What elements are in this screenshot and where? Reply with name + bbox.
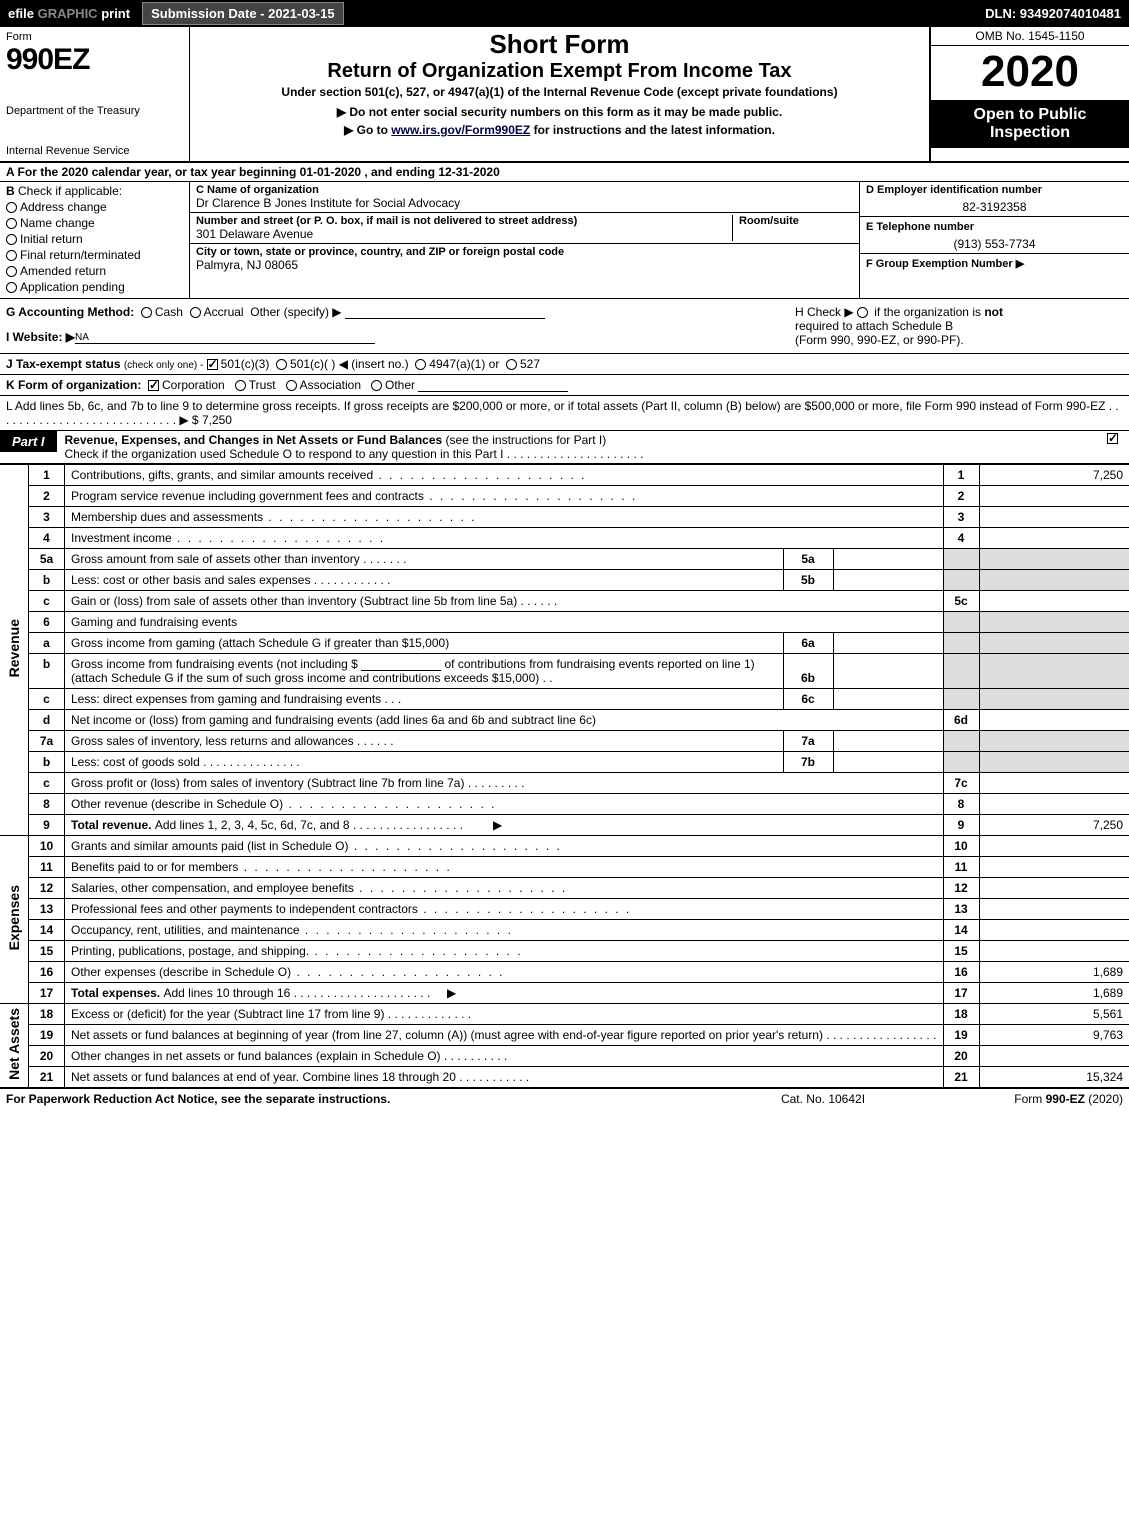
accrual-radio[interactable]: [190, 307, 201, 318]
row-a-tax-year: A For the 2020 calendar year, or tax yea…: [0, 163, 1129, 182]
opt-final-return[interactable]: Final return/terminated: [6, 248, 183, 262]
line-desc: Contributions, gifts, grants, and simila…: [65, 465, 944, 486]
org-name: Dr Clarence B Jones Institute for Social…: [196, 196, 853, 210]
total-expenses: 1,689: [979, 983, 1129, 1004]
part-1-header: Part I Revenue, Expenses, and Changes in…: [0, 431, 1129, 464]
assoc-radio[interactable]: [286, 380, 297, 391]
form-word: Form: [6, 31, 183, 43]
row-k: K Form of organization: Corporation Trus…: [0, 375, 1129, 396]
goto-link-row: ▶ Go to www.irs.gov/Form990EZ for instru…: [200, 123, 919, 137]
group-exemption-label: F Group Exemption Number ▶: [866, 258, 1024, 270]
title-return: Return of Organization Exempt From Incom…: [200, 60, 919, 83]
dept-treasury: Department of the Treasury: [6, 105, 183, 117]
line-16-amt: 1,689: [979, 962, 1129, 983]
opt-initial-return[interactable]: Initial return: [6, 232, 183, 246]
page-footer: For Paperwork Reduction Act Notice, see …: [0, 1088, 1129, 1109]
city: Palmyra, NJ 08065: [196, 258, 853, 272]
org-name-label: C Name of organization: [196, 184, 853, 196]
4947-radio[interactable]: [415, 359, 426, 370]
net-assets-side-label: Net Assets: [0, 1004, 29, 1088]
block-g-h-i: G Accounting Method: Cash Accrual Other …: [0, 299, 1129, 354]
schedule-o-checkbox[interactable]: [1107, 433, 1118, 444]
expenses-side-label: Expenses: [0, 836, 29, 1004]
line-21-amt: 15,324: [979, 1067, 1129, 1088]
tax-year: 2020: [931, 46, 1129, 100]
room-label: Room/suite: [739, 215, 853, 227]
part-1-tab: Part I: [0, 431, 57, 452]
tel-label: E Telephone number: [866, 221, 974, 233]
col-d-e-f: D Employer identification number 82-3192…: [859, 182, 1129, 298]
title-short-form: Short Form: [200, 29, 919, 60]
line-19-amt: 9,763: [979, 1025, 1129, 1046]
part-1-table: Revenue 1 Contributions, gifts, grants, …: [0, 464, 1129, 1088]
schedule-b-radio[interactable]: [857, 307, 868, 318]
ein: 82-3192358: [860, 198, 1129, 217]
row-l: L Add lines 5b, 6c, and 7b to line 9 to …: [0, 396, 1129, 431]
line-1-amt: 7,250: [979, 465, 1129, 486]
city-label: City or town, state or province, country…: [196, 246, 853, 258]
top-bar: efile GRAPHIC print Submission Date - 20…: [0, 0, 1129, 27]
trust-radio[interactable]: [235, 380, 246, 391]
ein-label: D Employer identification number: [866, 184, 1123, 196]
line-18-amt: 5,561: [979, 1004, 1129, 1025]
row-h: H Check ▶ if the organization is not req…: [789, 299, 1129, 353]
cat-no: Cat. No. 10642I: [723, 1092, 923, 1106]
other-method-input[interactable]: [345, 318, 545, 319]
form-ref: Form 990-EZ (2020): [923, 1092, 1123, 1106]
opt-name-change[interactable]: Name change: [6, 216, 183, 230]
warning-ssn: ▶ Do not enter social security numbers o…: [200, 105, 919, 119]
527-radio[interactable]: [506, 359, 517, 370]
501c-radio[interactable]: [276, 359, 287, 370]
open-inspection: Open to Public Inspection: [931, 100, 1129, 148]
col-c: C Name of organization Dr Clarence B Jon…: [190, 182, 859, 298]
efile-label[interactable]: efile GRAPHIC print: [4, 6, 134, 21]
submission-date[interactable]: Submission Date - 2021-03-15: [142, 2, 344, 25]
website: NA: [75, 332, 89, 343]
opt-address-change[interactable]: Address change: [6, 200, 183, 214]
row-g: G Accounting Method: Cash Accrual Other …: [6, 305, 783, 319]
paperwork-notice: For Paperwork Reduction Act Notice, see …: [6, 1092, 723, 1106]
cash-radio[interactable]: [141, 307, 152, 318]
form-number: 990EZ: [6, 43, 183, 77]
other-radio[interactable]: [371, 380, 382, 391]
irs-label: Internal Revenue Service: [6, 145, 183, 157]
gross-receipts: 7,250: [202, 413, 232, 427]
addr: 301 Delaware Avenue: [196, 227, 726, 241]
dln: DLN: 93492074010481: [985, 6, 1125, 21]
row-i: I Website: ▶NA: [6, 329, 783, 344]
addr-label: Number and street (or P. O. box, if mail…: [196, 215, 726, 227]
opt-application-pending[interactable]: Application pending: [6, 280, 183, 294]
block-b-thru-f: B Check if applicable: Address change Na…: [0, 182, 1129, 299]
title-section: Under section 501(c), 527, or 4947(a)(1)…: [200, 85, 919, 99]
501c3-checkbox[interactable]: [207, 359, 218, 370]
irs-link[interactable]: www.irs.gov/Form990EZ: [391, 123, 530, 137]
corp-checkbox[interactable]: [148, 380, 159, 391]
line-num: 1: [29, 465, 65, 486]
revenue-side-label: Revenue: [0, 465, 29, 836]
row-j: J Tax-exempt status (check only one) - 5…: [0, 354, 1129, 375]
col-b: B Check if applicable: Address change Na…: [0, 182, 190, 298]
form-header: Form 990EZ Department of the Treasury In…: [0, 27, 1129, 163]
total-revenue: 7,250: [979, 815, 1129, 836]
opt-amended-return[interactable]: Amended return: [6, 264, 183, 278]
tel: (913) 553-7734: [860, 235, 1129, 254]
omb-number: OMB No. 1545-1150: [931, 27, 1129, 46]
